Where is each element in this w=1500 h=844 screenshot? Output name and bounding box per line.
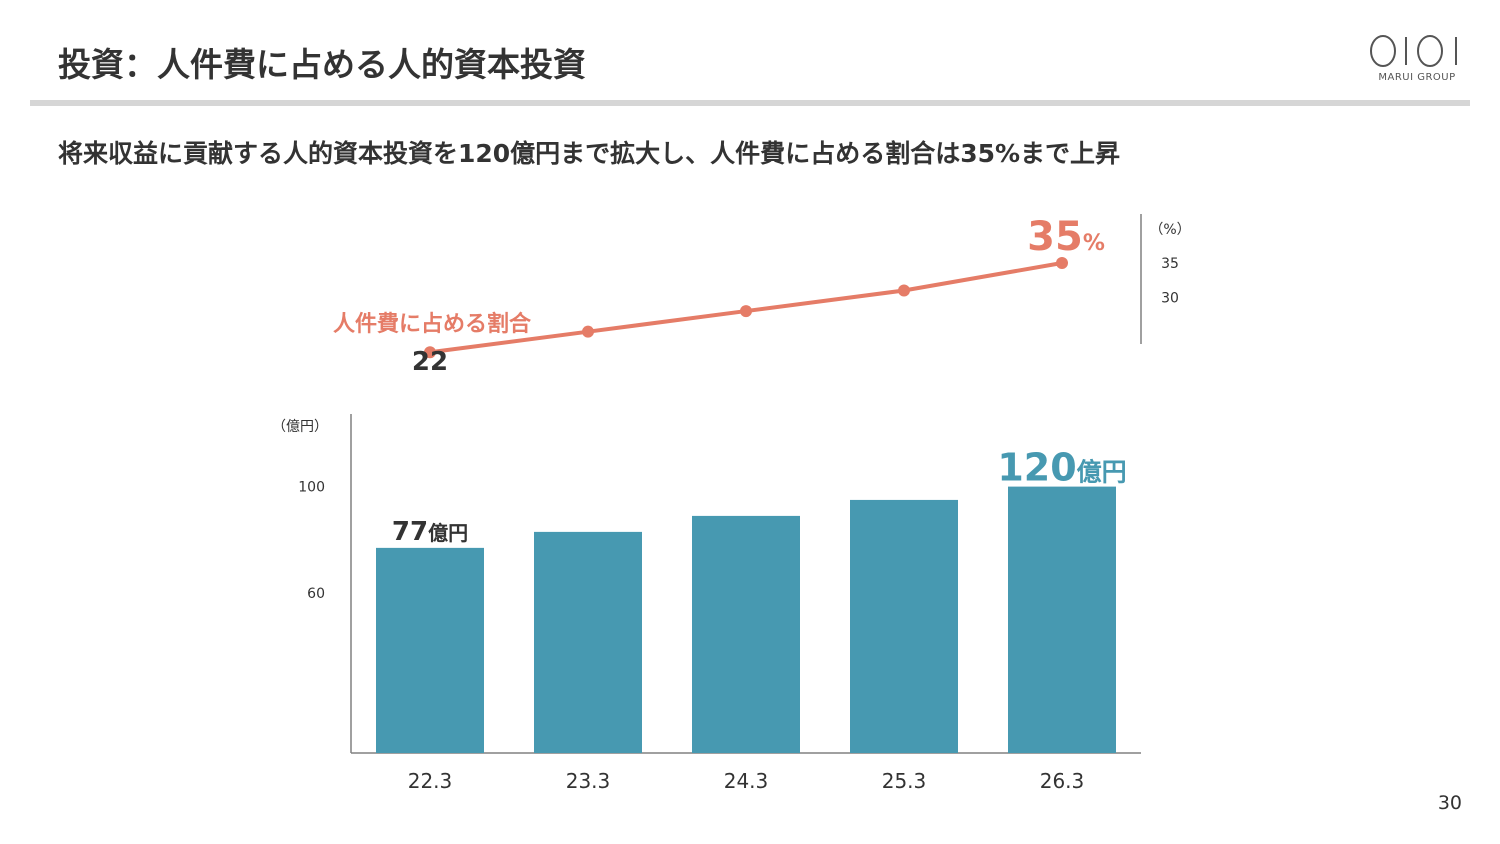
bar-23.3	[534, 531, 642, 753]
line-first-value-label: 22	[412, 347, 448, 377]
line-y-tick-label: 30	[1161, 290, 1179, 306]
oioi-logo-icon	[1370, 35, 1457, 67]
bar-22.3	[376, 547, 484, 753]
ratio-point-23.3	[582, 325, 594, 338]
x-tick-label: 26.3	[1040, 769, 1085, 793]
bar-25.3	[850, 499, 958, 753]
line-last-value-label: 35%	[1027, 214, 1105, 260]
logo-text: MARUI GROUP	[1378, 72, 1456, 83]
ratio-point-26.3	[1056, 257, 1068, 269]
page-title: 投資：人件費に占める人的資本投資	[58, 45, 586, 84]
bar-last-value-label: 120億円	[997, 446, 1126, 490]
ratio-point-25.3	[898, 284, 910, 297]
page-number: 30	[1437, 792, 1462, 814]
ratio-point-24.3	[740, 305, 752, 318]
bar-y-tick-label: 100	[298, 480, 325, 496]
bar-y-tick-label: 60	[307, 586, 325, 602]
x-tick-label: 22.3	[408, 769, 453, 793]
marui-group-logo: MARUI GROUP	[1368, 34, 1466, 92]
line-axis-unit-label: （%）	[1149, 222, 1190, 238]
bar-26.3	[1008, 486, 1116, 753]
bar-axis-unit-label: （億円）	[272, 419, 328, 435]
x-tick-label: 24.3	[724, 769, 769, 793]
subtitle: 将来収益に貢献する人的資本投資を120億円まで拡大し、人件費に占める割合は35%…	[58, 139, 1121, 168]
line-series-label: 人件費に占める割合	[333, 311, 532, 337]
x-tick-label: 25.3	[882, 769, 927, 793]
title-divider	[30, 100, 1470, 106]
bar-first-value-label: 77億円	[392, 517, 468, 547]
line-y-tick-label: 35	[1161, 256, 1179, 272]
x-tick-label: 23.3	[566, 769, 611, 793]
bar-24.3	[692, 515, 800, 753]
ratio-point-22.3	[424, 346, 436, 359]
